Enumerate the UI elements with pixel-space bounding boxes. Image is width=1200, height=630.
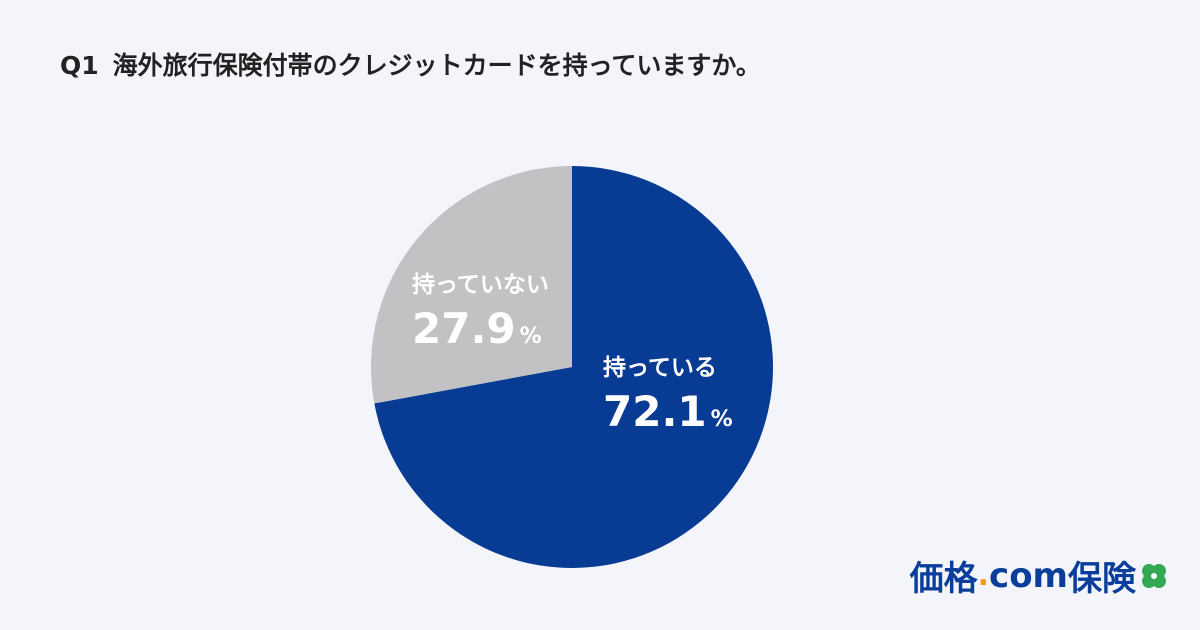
pie-slice-2 bbox=[371, 166, 572, 404]
slice-value-2: 27.9% bbox=[412, 304, 542, 353]
logo-suffix: 保険 bbox=[1068, 559, 1136, 599]
slice-value-1: 72.1% bbox=[603, 387, 733, 436]
clover-icon bbox=[1142, 563, 1166, 588]
question-number: Q1 bbox=[60, 51, 99, 80]
chart-title: Q1 海外旅行保険付帯のクレジットカードを持っていますか。 bbox=[60, 46, 761, 82]
slice-label-1: 持っている bbox=[603, 355, 717, 381]
logo-com: com bbox=[989, 555, 1068, 596]
kakaku-com-hoken-logo: 価格. com 保険 bbox=[910, 551, 1170, 600]
logo-dot: . bbox=[977, 558, 990, 593]
logo-brand: 価格 bbox=[909, 559, 978, 599]
question-text: 海外旅行保険付帯のクレジットカードを持っていますか。 bbox=[112, 51, 761, 80]
pie-slice-1 bbox=[374, 166, 773, 569]
slice-label-2: 持っていない bbox=[412, 272, 549, 298]
